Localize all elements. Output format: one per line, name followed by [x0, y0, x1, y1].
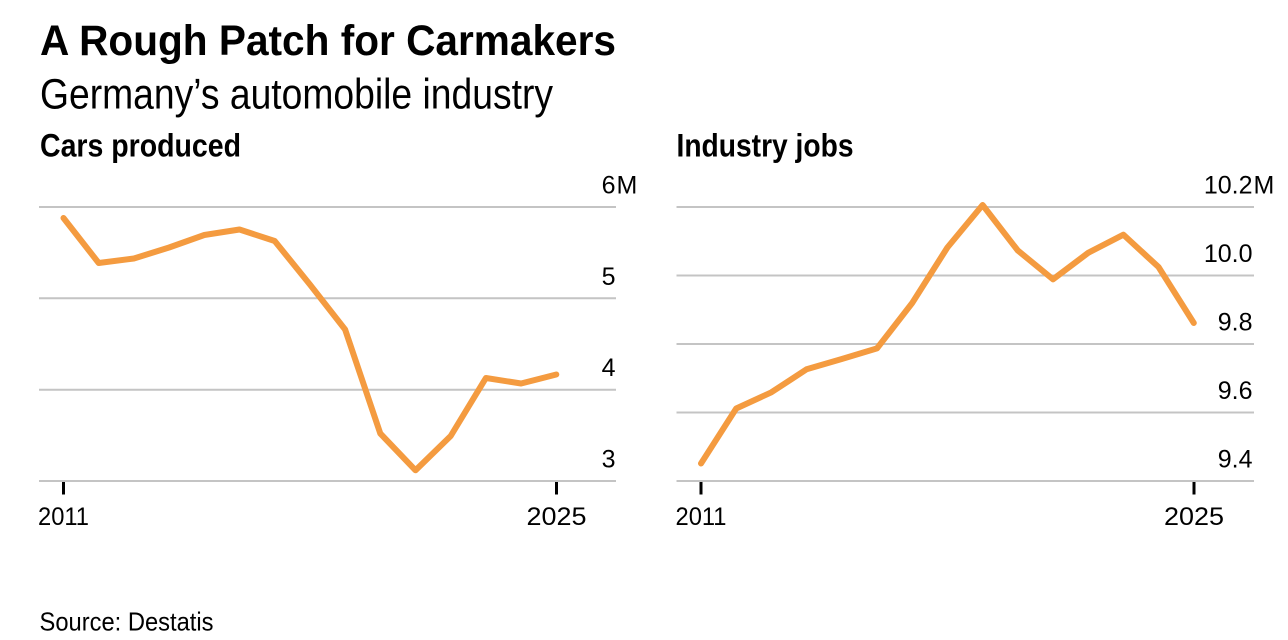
- svg-text:4: 4: [602, 354, 616, 382]
- svg-text:Industry jobs: Industry jobs: [677, 128, 854, 164]
- svg-text:2011: 2011: [676, 503, 727, 531]
- svg-text:Source: Destatis: Source: Destatis: [40, 607, 214, 637]
- svg-text:9.8: 9.8: [1218, 309, 1253, 337]
- svg-text:3: 3: [602, 446, 616, 474]
- svg-text:9.4: 9.4: [1218, 446, 1253, 474]
- svg-text:Cars produced: Cars produced: [40, 128, 241, 164]
- svg-text:2011: 2011: [38, 503, 89, 531]
- svg-text:A Rough Patch for Carmakers: A Rough Patch for Carmakers: [40, 17, 616, 65]
- svg-text:2025: 2025: [527, 503, 587, 531]
- svg-text:10.0: 10.0: [1204, 240, 1253, 268]
- svg-text:M: M: [617, 172, 638, 200]
- svg-text:10.2: 10.2: [1204, 172, 1253, 200]
- svg-text:9.6: 9.6: [1218, 377, 1253, 405]
- svg-text:Germany’s automobile industry: Germany’s automobile industry: [40, 71, 553, 119]
- svg-text:M: M: [1254, 172, 1275, 200]
- svg-text:6: 6: [602, 172, 616, 200]
- svg-text:2025: 2025: [1164, 503, 1224, 531]
- svg-text:5: 5: [602, 263, 616, 291]
